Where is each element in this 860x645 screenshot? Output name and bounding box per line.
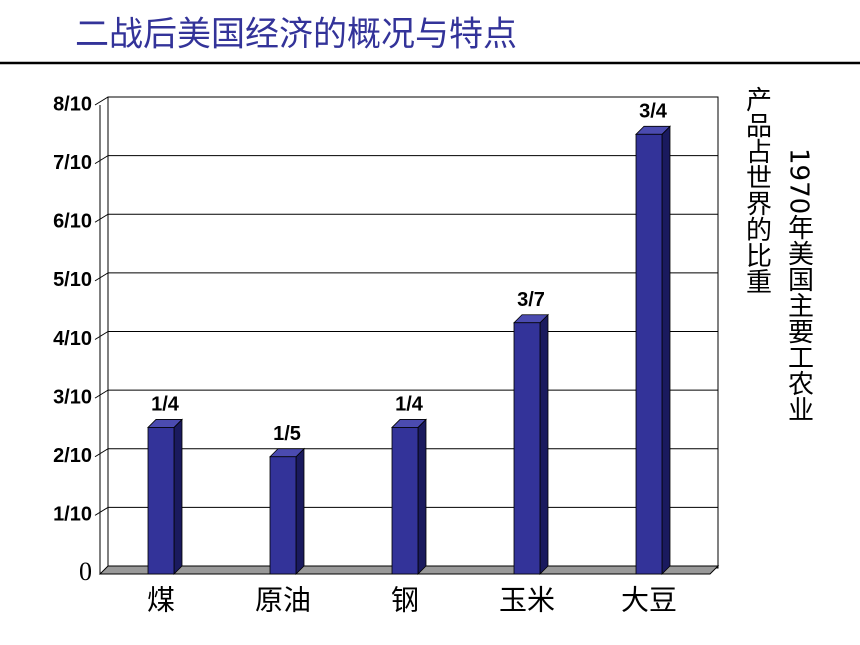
- y-tick-label: 8/10: [53, 93, 92, 115]
- tick-mark: [94, 155, 109, 165]
- bar: [391, 427, 419, 575]
- value-label: 1/4: [151, 394, 180, 416]
- x-tick-label: 大豆: [621, 584, 677, 617]
- tick-mark: [94, 331, 109, 340]
- x-tick-label: 玉米: [499, 584, 555, 617]
- bar: [269, 456, 297, 575]
- y-tick-label: 0: [79, 557, 92, 586]
- value-label: 3/4: [639, 101, 668, 123]
- tick-mark: [94, 389, 109, 399]
- x-tick-label: 钢: [391, 584, 419, 617]
- bar-side: [661, 125, 671, 575]
- y-tick-label: 5/10: [53, 269, 92, 291]
- y-tick-label: 7/10: [53, 152, 92, 174]
- y-tick-label: 1/10: [53, 504, 92, 526]
- tick-mark: [94, 96, 109, 106]
- bar-side: [539, 313, 549, 575]
- y-tick-label: 4/10: [53, 328, 92, 350]
- page-title: 二战后美国经济的概况与特点: [75, 15, 517, 55]
- x-tick-label: 原油: [255, 584, 311, 617]
- tick-mark: [94, 506, 109, 516]
- value-label: 1/4: [395, 394, 424, 416]
- y-tick-label: 6/10: [53, 211, 92, 233]
- tick-mark: [94, 272, 109, 282]
- y-tick-label: 2/10: [53, 445, 92, 467]
- y-tick-label: 3/10: [53, 386, 92, 408]
- bar-side: [417, 418, 427, 575]
- value-label: 3/7: [517, 289, 545, 311]
- bar: [147, 427, 175, 575]
- bar: [635, 133, 663, 575]
- bar: [513, 322, 541, 575]
- tick-mark: [94, 213, 109, 223]
- y-label-line: 1970年美国主要工农业: [784, 148, 814, 422]
- x-tick-label: 煤: [147, 584, 175, 617]
- bar-side: [173, 418, 183, 575]
- tick-mark: [94, 448, 109, 458]
- y-label-line: 产品占世界的比重: [742, 86, 772, 294]
- bar-side: [295, 447, 305, 575]
- value-label: 1/5: [273, 423, 301, 445]
